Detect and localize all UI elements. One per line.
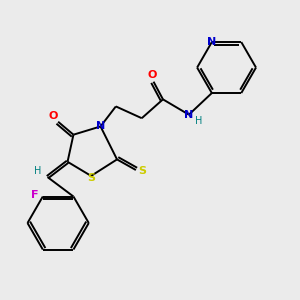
Text: H: H [34,166,42,176]
Text: N: N [96,122,105,131]
Text: F: F [31,190,38,200]
Text: O: O [148,70,157,80]
Text: S: S [138,166,146,176]
Text: O: O [49,111,58,121]
Text: N: N [184,110,194,120]
Text: S: S [87,173,95,183]
Text: N: N [207,37,217,47]
Text: H: H [195,116,202,126]
